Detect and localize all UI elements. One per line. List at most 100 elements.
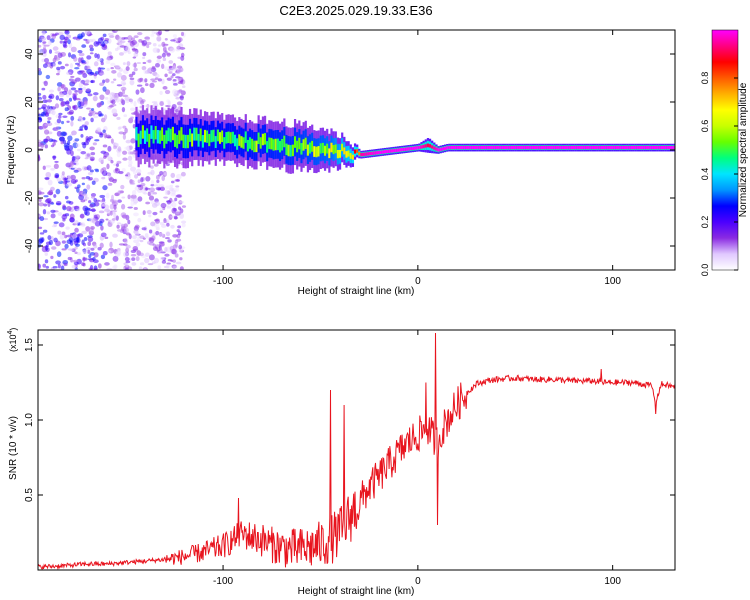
noise-speck <box>73 220 79 226</box>
noise-speck <box>175 185 180 188</box>
noise-speck <box>69 217 75 223</box>
noise-speck <box>150 221 156 227</box>
noise-speck <box>86 107 91 110</box>
noise-speck <box>168 65 173 69</box>
noise-speck <box>42 165 46 170</box>
ridge-core <box>641 145 644 150</box>
ridge-core <box>581 145 584 150</box>
ridge-core <box>328 148 331 159</box>
noise-speck <box>81 124 86 128</box>
noise-speck <box>91 218 97 224</box>
noise-speck <box>47 99 52 103</box>
noise-speck <box>131 189 137 196</box>
noise-speck <box>173 83 178 86</box>
noise-speck <box>175 261 182 265</box>
ridge-core <box>621 145 625 150</box>
ridge-core <box>653 145 657 150</box>
ridge-core <box>317 146 320 157</box>
noise-speck <box>83 237 88 242</box>
noise-speck <box>182 85 186 89</box>
ridge-core <box>499 145 502 150</box>
ridge-core <box>638 145 642 150</box>
noise-speck <box>175 187 180 192</box>
noise-speck <box>167 239 172 243</box>
noise-speck <box>94 220 101 227</box>
noise-speck <box>147 189 151 192</box>
noise-speck <box>109 241 113 248</box>
noise-speck <box>44 252 48 256</box>
noise-speck <box>177 225 182 229</box>
ridge-core <box>583 145 586 150</box>
ridge-core <box>214 136 217 149</box>
x-tick-label: 100 <box>604 576 621 587</box>
ridge-core <box>362 152 365 157</box>
noise-speck <box>92 259 99 263</box>
noise-speck <box>117 72 122 78</box>
noise-speck <box>85 59 89 65</box>
noise-speck <box>50 213 56 219</box>
noise-speck <box>132 246 139 251</box>
noise-speck <box>110 138 114 144</box>
noise-speck <box>176 65 183 69</box>
ridge-core <box>465 145 468 150</box>
ridge-core <box>411 146 415 151</box>
noise-speck <box>124 127 128 134</box>
noise-speck <box>68 144 74 151</box>
noise-speck <box>165 185 171 190</box>
spectrogram-ticks: -100 0 100 -40 -20 0 20 40 <box>24 30 675 287</box>
noise-speck <box>63 142 70 148</box>
noise-speck <box>51 109 56 116</box>
noise-speck <box>172 34 178 38</box>
noise-speck <box>54 160 59 163</box>
noise-speck <box>123 251 129 258</box>
noise-speck <box>39 216 45 222</box>
noise-speck <box>145 176 151 182</box>
noise-speck <box>144 36 151 40</box>
noise-speck <box>57 52 63 59</box>
noise-speck <box>151 65 156 70</box>
ridge-core <box>298 137 301 150</box>
noise-speck <box>172 234 178 238</box>
ridge-core <box>178 130 181 144</box>
noise-speck <box>132 56 137 59</box>
noise-speck <box>42 107 47 112</box>
noise-speck <box>98 157 104 163</box>
noise-speck <box>62 41 67 48</box>
ridge-core <box>272 139 275 151</box>
noise-speck <box>153 184 158 187</box>
noise-speck <box>61 248 67 251</box>
ridge-core <box>506 145 509 150</box>
noise-speck <box>64 87 69 93</box>
ridge-core <box>401 147 404 152</box>
ridge-core <box>656 145 659 150</box>
noise-speck <box>77 233 84 238</box>
noise-speck <box>90 80 94 84</box>
noise-speck <box>64 195 69 200</box>
ridge-core <box>285 143 288 156</box>
noise-speck <box>148 254 155 261</box>
noise-speck <box>97 67 101 73</box>
noise-speck <box>98 101 103 107</box>
noise-speck <box>90 151 96 156</box>
noise-speck <box>82 143 87 149</box>
noise-speck <box>85 65 90 70</box>
noise-speck <box>47 235 52 241</box>
ridge-core <box>553 145 556 150</box>
noise-speck <box>119 45 126 48</box>
ridge-core <box>390 149 393 153</box>
noise-speck <box>119 40 126 44</box>
noise-speck <box>178 206 182 210</box>
noise-speck <box>146 41 152 46</box>
ridge-core <box>206 130 209 143</box>
noise-speck <box>142 52 147 57</box>
ridge-core <box>613 145 616 150</box>
noise-speck <box>71 130 77 136</box>
ridge-core <box>353 149 357 154</box>
ridge-core <box>645 145 648 150</box>
ridge-core <box>501 145 505 150</box>
ridge-core <box>396 148 400 152</box>
noise-speck <box>99 94 105 101</box>
noise-speck <box>67 135 73 142</box>
noise-speck <box>179 257 183 261</box>
noise-speck <box>166 222 170 227</box>
